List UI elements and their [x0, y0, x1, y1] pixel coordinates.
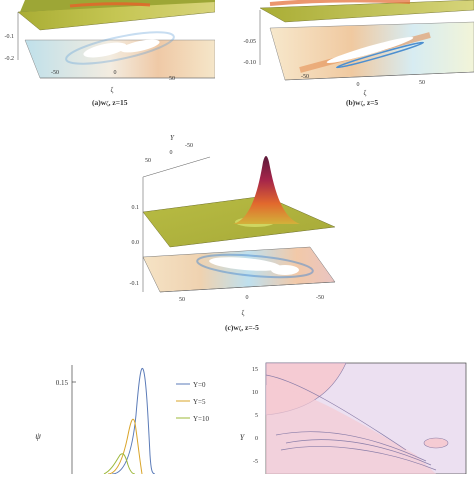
panel-b-xtick-2: 50: [419, 80, 425, 86]
panel-d: 0.15 ψ Y=0 Y=5 Y=10: [0, 355, 215, 475]
panel-c-xtick-1: 0: [246, 295, 249, 301]
panel-b-xlabel: ζ: [364, 89, 367, 97]
panel-c-ztick-2: -0.1: [130, 281, 140, 287]
panel-c-ylabel: Y: [170, 134, 175, 142]
panel-e-ytick-0: 15: [252, 367, 258, 373]
panel-a-caption: (a)wζ, z=15: [92, 98, 128, 107]
panel-e-plot: 15 10 5 0 -5 Y: [240, 362, 467, 475]
panel-a-xtick-2: 50: [169, 76, 175, 82]
panel-d-plot: 0.15 ψ Y=0 Y=5 Y=10: [35, 365, 210, 475]
panel-c-ytick-0: 50: [145, 158, 151, 164]
panel-c-ytick-2: -50: [185, 143, 193, 149]
panel-d-ytick: 0.15: [56, 379, 69, 387]
legend: Y=0 Y=5 Y=10: [176, 381, 210, 423]
panel-e-ytick-4: -5: [253, 459, 258, 465]
panel-c-caption: (c)wζ, z=-5: [225, 323, 259, 332]
panel-b: -0.05 -0.10 -50 0 50 ζ (b)wζ, z=5: [230, 0, 474, 125]
panel-c-xtick-0: 50: [179, 297, 185, 303]
panel-c-plot: 0.1 0.0 -0.1 50 0 -50 Y 50 0 -50 ζ: [130, 134, 336, 317]
panel-a-xtick-0: -50: [51, 70, 59, 76]
series-y0-curve: [111, 367, 156, 475]
panel-c: 0.1 0.0 -0.1 50 0 -50 Y 50 0 -50 ζ (c)wζ…: [115, 132, 340, 347]
legend-label-2: Y=10: [193, 415, 210, 423]
panel-e-ylabel: Y: [240, 433, 246, 442]
panel-a-xtick-1: 0: [114, 70, 117, 76]
series-y5-curve: [107, 418, 143, 475]
panel-a: -0.1 -0.2 -50 0 50 ζ (a)wζ, z=15: [0, 0, 216, 125]
panel-b-xtick-0: -50: [301, 74, 309, 80]
panel-a-xlabel: ζ: [111, 86, 114, 94]
panel-a-ztick-1: -0.2: [5, 56, 15, 62]
panel-d-ylabel: ψ: [35, 431, 41, 441]
panel-c-xtick-2: -50: [316, 295, 324, 301]
panel-b-plot: -0.05 -0.10 -50 0 50 ζ: [244, 0, 474, 97]
panel-e-ytick-1: 10: [252, 390, 258, 396]
legend-label-0: Y=0: [193, 381, 206, 389]
panel-e-ytick-2: 5: [255, 413, 258, 419]
panel-b-xtick-1: 0: [357, 82, 360, 88]
panel-a-plot: -0.1 -0.2 -50 0 50 ζ: [5, 0, 216, 94]
legend-label-1: Y=5: [193, 398, 206, 406]
panel-c-ztick-0: 0.1: [132, 205, 140, 211]
panel-c-ytick-1: 0: [170, 150, 173, 156]
panel-b-ztick-0: -0.05: [244, 39, 257, 45]
panel-b-ztick-1: -0.10: [244, 60, 257, 66]
panel-a-ztick-0: -0.1: [5, 34, 15, 40]
series-y10-curve: [103, 453, 136, 475]
panel-e: 15 10 5 0 -5 Y: [236, 355, 474, 475]
panel-b-caption: (b)wζ, z=5: [346, 98, 379, 107]
panel-e-ytick-3: 0: [255, 436, 258, 442]
panel-c-xlabel: ζ: [242, 309, 245, 317]
panel-c-ztick-1: 0.0: [132, 240, 140, 246]
